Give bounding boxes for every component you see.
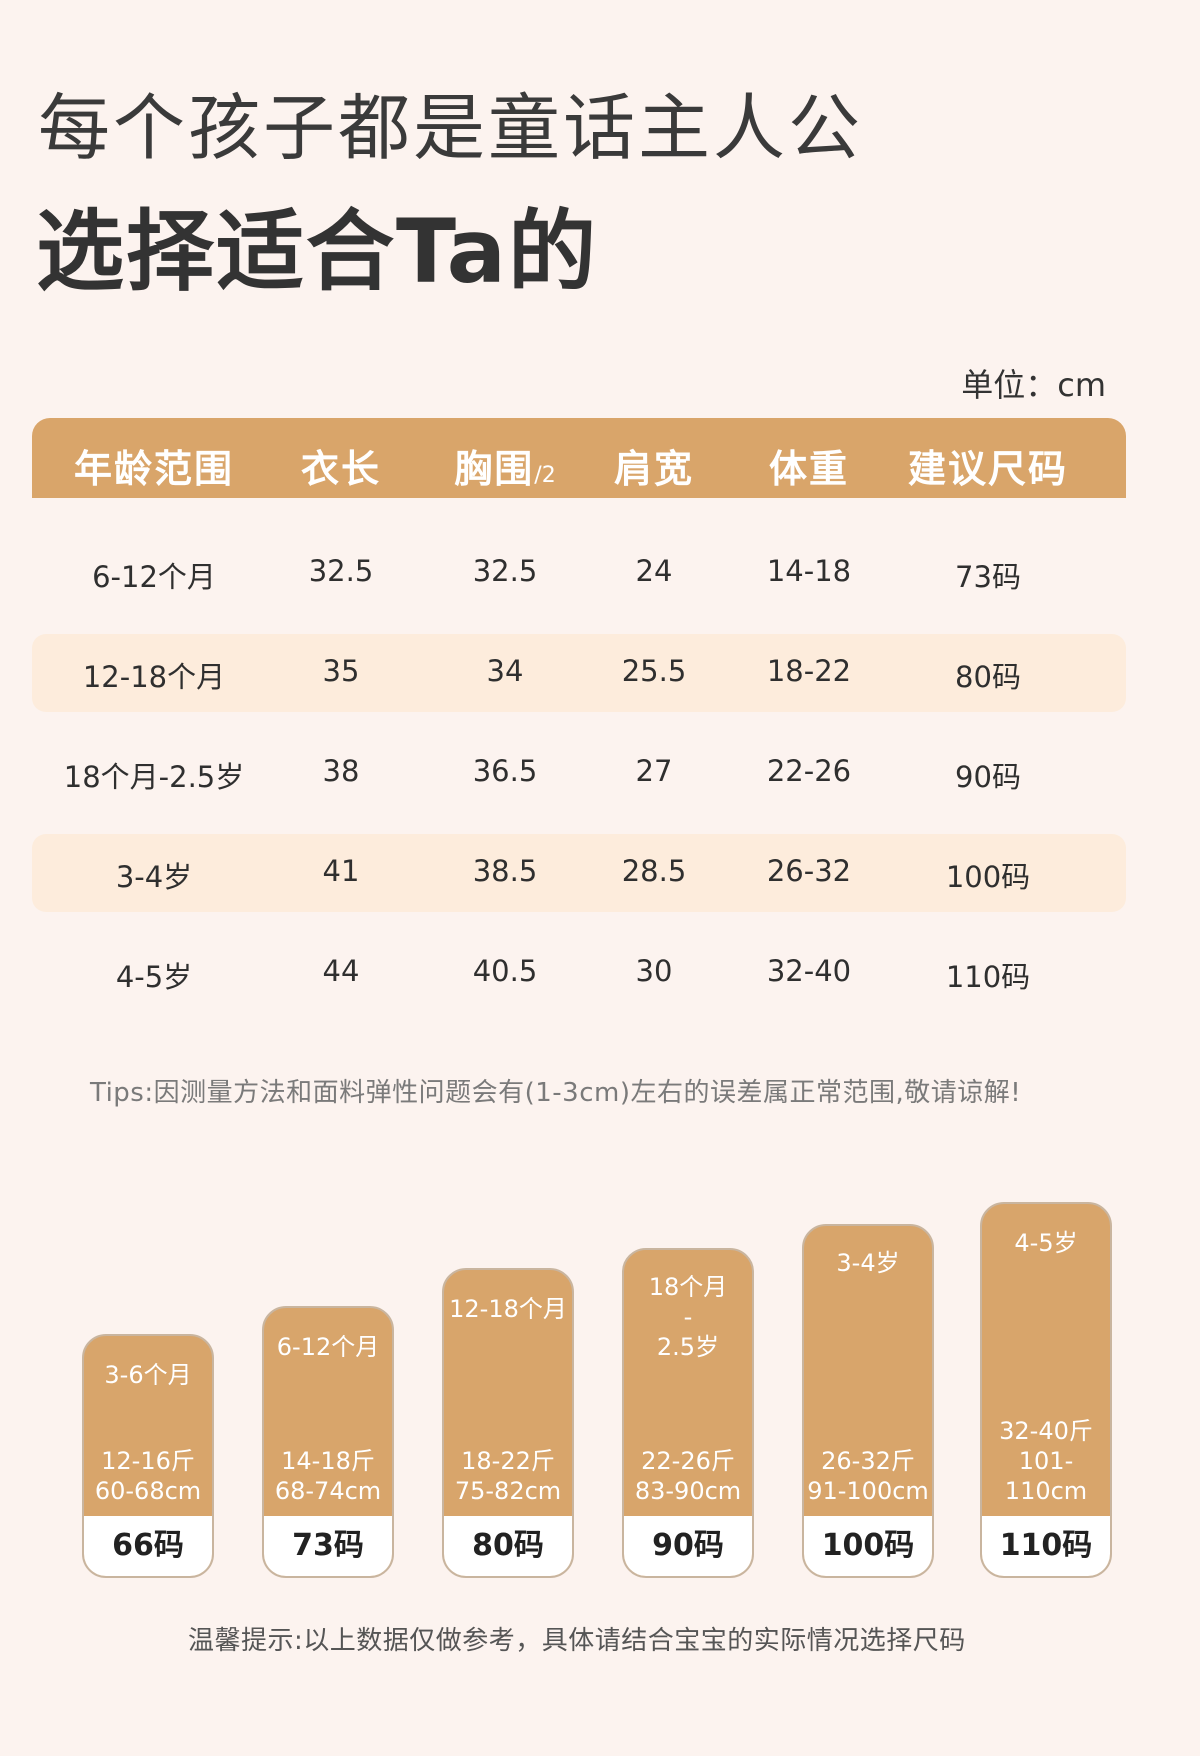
table-row: 18个月-2.5岁 38 36.5 27 22-26 90码 <box>32 734 1126 812</box>
table-row: 12-18个月 35 34 25.5 18-22 80码 <box>32 634 1126 712</box>
tips-text: Tips:因测量方法和面料弹性问题会有(1-3cm)左右的误差属正常范围,敬请谅… <box>90 1078 1022 1108</box>
title-line-1: 每个孩子都是童话主人公 <box>38 86 864 170</box>
bar-height: 68-74cm <box>274 1477 382 1505</box>
table-row: 4-5岁 44 40.5 30 32-40 110码 <box>32 934 1126 1012</box>
cell-chest: 40.5 <box>472 954 538 988</box>
bar-age-line-1: 18个月 <box>648 1273 728 1301</box>
cell-chest: 34 <box>486 654 524 688</box>
cell-size: 90码 <box>955 760 1021 794</box>
cell-chest: 38.5 <box>472 854 538 888</box>
bar-weight-height: 18-22斤 75-82cm <box>444 1446 572 1506</box>
bar-weight: 14-18斤 <box>281 1447 375 1475</box>
size-bar: 3-4岁 26-32斤 91-100cm 100码 <box>802 1224 934 1578</box>
bar-weight: 18-22斤 <box>461 1447 555 1475</box>
cell-length: 41 <box>322 854 360 888</box>
bar-weight-height: 26-32斤 91-100cm <box>804 1446 932 1506</box>
size-bar: 3-6个月 12-16斤 60-68cm 66码 <box>82 1334 214 1578</box>
bar-age: 3-6个月 <box>104 1361 192 1389</box>
cell-length: 38 <box>322 754 360 788</box>
cell-length: 35 <box>322 654 360 688</box>
bar-height: 60-68cm <box>94 1477 202 1505</box>
cell-age-range: 12-18个月 <box>82 660 226 694</box>
bar-size: 73码 <box>264 1516 392 1576</box>
bar-weight: 12-16斤 <box>101 1447 195 1475</box>
bar-age: 6-12个月 <box>276 1333 380 1361</box>
bar-age-line-2: - <box>683 1303 693 1331</box>
table-row: 6-12个月 32.5 32.5 24 14-18 73码 <box>32 534 1126 612</box>
table-row: 3-4岁 41 38.5 28.5 26-32 100码 <box>32 834 1126 912</box>
bar-weight-height: 12-16斤 60-68cm <box>84 1446 212 1506</box>
cell-size: 110码 <box>945 960 1031 994</box>
header-shoulder: 肩宽 <box>613 447 695 491</box>
bar-weight-height: 32-40斤 101-110cm <box>982 1416 1110 1506</box>
bar-size: 90码 <box>624 1516 752 1576</box>
bar-weight: 32-40斤 <box>999 1417 1093 1445</box>
bar-age-line-3: 2.5岁 <box>656 1333 720 1361</box>
header-chest-label: 胸围 <box>454 447 535 491</box>
bar-height: 75-82cm <box>454 1477 562 1505</box>
cell-age-range: 3-4岁 <box>115 860 193 894</box>
bar-size: 80码 <box>444 1516 572 1576</box>
bar-size: 100码 <box>804 1516 932 1576</box>
header-chest: 胸围/2 <box>454 438 555 493</box>
cell-size: 80码 <box>955 660 1021 694</box>
bar-height: 101-110cm <box>1004 1447 1088 1505</box>
bar-age: 3-4岁 <box>836 1249 900 1277</box>
cell-weight: 26-32 <box>766 854 852 888</box>
cell-length: 44 <box>322 954 360 988</box>
cell-weight: 32-40 <box>766 954 852 988</box>
cell-length: 32.5 <box>308 554 374 588</box>
bar-age: 4-5岁 <box>1014 1229 1078 1257</box>
bar-weight: 26-32斤 <box>821 1447 915 1475</box>
cell-age-range: 4-5岁 <box>115 960 193 994</box>
header-suggested-size: 建议尺码 <box>907 447 1069 491</box>
cell-shoulder: 24 <box>635 554 673 588</box>
header-chest-suffix: /2 <box>534 463 556 488</box>
bar-height: 83-90cm <box>634 1477 742 1505</box>
bar-size: 110码 <box>982 1516 1110 1576</box>
cell-age-range: 6-12个月 <box>92 560 216 594</box>
bar-age: 18个月 - 2.5岁 <box>624 1272 752 1362</box>
title-line-2: 选择适合Ta的 <box>36 200 599 303</box>
bar-size: 66码 <box>84 1516 212 1576</box>
size-bar: 4-5岁 32-40斤 101-110cm 110码 <box>980 1202 1112 1578</box>
size-bar: 6-12个月 14-18斤 68-74cm 73码 <box>262 1306 394 1578</box>
cell-size: 73码 <box>955 560 1021 594</box>
cell-chest: 32.5 <box>472 554 538 588</box>
bar-height: 91-100cm <box>807 1477 929 1505</box>
cell-weight: 14-18 <box>766 554 852 588</box>
bar-weight-height: 14-18斤 68-74cm <box>264 1446 392 1506</box>
size-bar: 18个月 - 2.5岁 22-26斤 83-90cm 90码 <box>622 1248 754 1578</box>
size-bar: 12-18个月 18-22斤 75-82cm 80码 <box>442 1268 574 1578</box>
cell-shoulder: 27 <box>635 754 673 788</box>
header-weight: 体重 <box>768 447 850 491</box>
cell-shoulder: 28.5 <box>621 854 687 888</box>
cell-weight: 18-22 <box>766 654 852 688</box>
header-length: 衣长 <box>300 447 382 491</box>
header-age-range: 年龄范围 <box>73 447 235 491</box>
cell-shoulder: 25.5 <box>621 654 687 688</box>
footer-note: 温馨提示:以上数据仅做参考，具体请结合宝宝的实际情况选择尺码 <box>188 1626 966 1656</box>
bar-weight-height: 22-26斤 83-90cm <box>624 1446 752 1506</box>
cell-weight: 22-26 <box>766 754 852 788</box>
size-table-header: 年龄范围 衣长 胸围/2 肩宽 体重 建议尺码 <box>32 418 1126 498</box>
unit-label: 单位：cm <box>961 366 1106 404</box>
bar-weight: 22-26斤 <box>641 1447 735 1475</box>
cell-age-range: 18个月-2.5岁 <box>63 760 245 794</box>
cell-size: 100码 <box>945 860 1031 894</box>
cell-chest: 36.5 <box>472 754 538 788</box>
cell-shoulder: 30 <box>635 954 673 988</box>
bar-age: 12-18个月 <box>449 1295 567 1323</box>
